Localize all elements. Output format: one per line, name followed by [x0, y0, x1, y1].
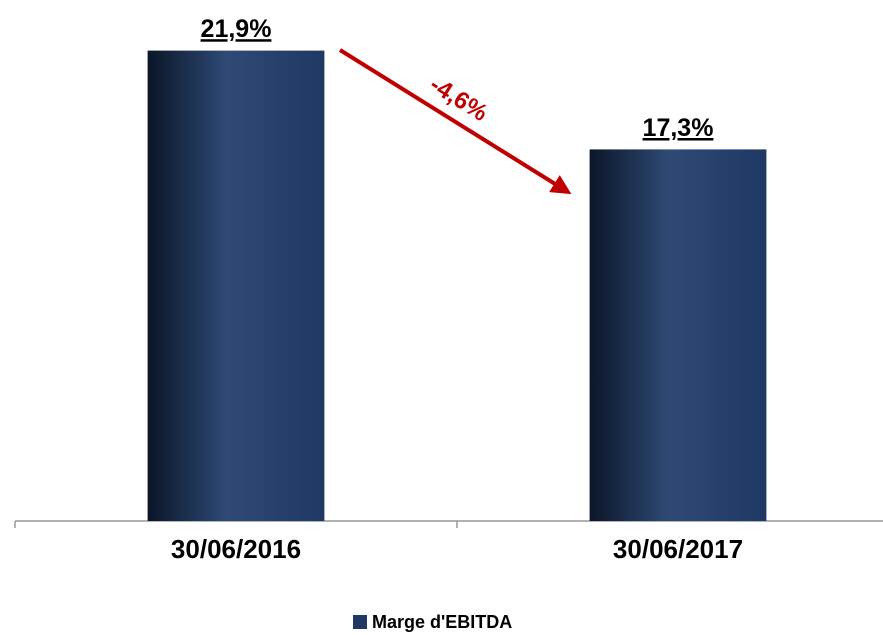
value-label: 21,9% [201, 15, 272, 43]
value-label: 17,3% [643, 114, 714, 142]
bar [147, 50, 325, 521]
change-annotation: -4,6% [425, 71, 492, 127]
legend-swatch [353, 615, 367, 629]
x-tick-label: 30/06/2016 [171, 534, 301, 564]
change-arrow [338, 48, 572, 195]
x-tick-label: 30/06/2017 [613, 534, 743, 564]
legend-label: Marge d'EBITDA [372, 612, 512, 632]
bar [589, 149, 767, 522]
